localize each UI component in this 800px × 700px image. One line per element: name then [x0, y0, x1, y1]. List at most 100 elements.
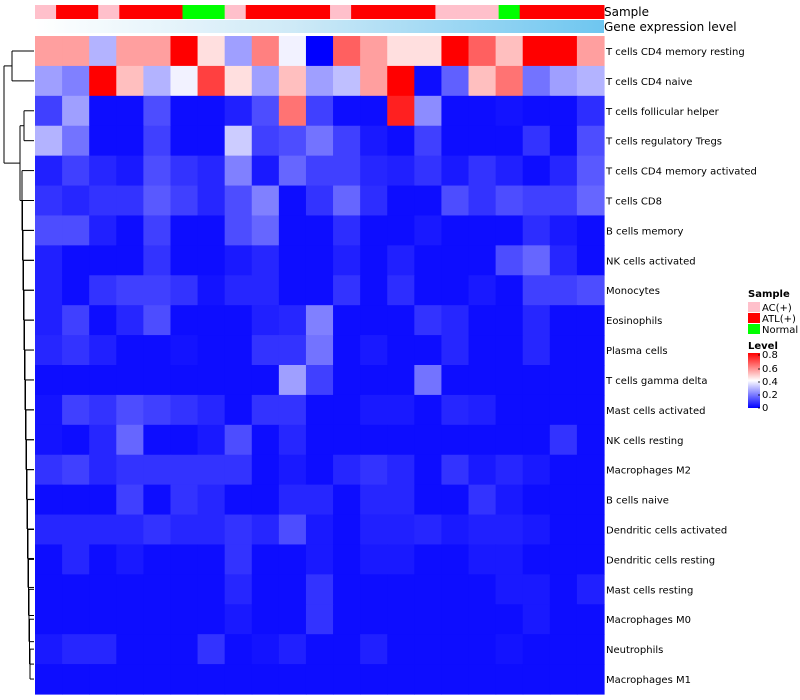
heatmap-cell [89, 185, 117, 217]
heatmap-cell [170, 574, 199, 605]
heatmap-cell [333, 365, 361, 396]
heatmap-cell [224, 185, 253, 217]
row-dendrogram [3, 50, 34, 680]
heatmap-cell [468, 664, 497, 695]
heatmap-cell [62, 245, 90, 276]
level-legend-title: Level [748, 341, 778, 352]
heatmap-cell [35, 604, 63, 635]
heatmap-cell [35, 365, 63, 396]
heatmap-cell [468, 544, 497, 575]
heatmap-cell [116, 365, 144, 396]
heatmap-cell [197, 65, 226, 97]
heatmap-cell [333, 394, 361, 426]
heatmap-cell [495, 365, 524, 396]
heatmap-cell [360, 155, 388, 187]
heatmap-cell [576, 544, 605, 575]
heatmap-cell [495, 305, 524, 336]
heatmap-cell [414, 305, 443, 336]
heatmap-cell [224, 514, 253, 546]
heatmap-cell [224, 245, 253, 276]
heatmap-cell [522, 454, 551, 486]
heatmap-cell [197, 36, 226, 67]
heatmap-cell [62, 424, 90, 456]
heatmap-cell [251, 245, 280, 276]
heatmap-cell [495, 215, 524, 246]
heatmap-cell [549, 394, 578, 426]
heatmap-cell [414, 125, 443, 157]
heatmap-cell [251, 215, 280, 246]
heatmap-cell [278, 335, 307, 366]
heatmap-cell [170, 155, 199, 187]
heatmap-cell [441, 95, 470, 127]
heatmap-cell [468, 215, 497, 246]
heatmap-cell [549, 574, 578, 605]
sample-legend-swatch [748, 313, 760, 323]
heatmap-cell [224, 215, 253, 246]
heatmap-cell [143, 335, 172, 366]
heatmap-cell [333, 185, 361, 217]
sample-annotation-cell [245, 5, 268, 19]
heatmap-cell [278, 574, 307, 605]
heatmap-cell [495, 484, 524, 516]
heatmap-cell [387, 454, 415, 486]
row-label: Neutrophils [606, 645, 663, 656]
sample-annotation-cell [561, 5, 584, 19]
heatmap-cell [278, 634, 307, 665]
heatmap-cell [576, 95, 605, 127]
sample-annotation-cell [435, 5, 457, 19]
sample-annotation-bar [35, 5, 605, 19]
heatmap-cell [468, 95, 497, 127]
heatmap-cell [387, 36, 415, 67]
heatmap-cell [387, 65, 415, 97]
heatmap-cell [387, 95, 415, 127]
heatmap-cell [414, 454, 443, 486]
heatmap-cell [170, 305, 199, 336]
heatmap-cell [522, 604, 551, 635]
heatmap-cell [170, 125, 199, 157]
heatmap-cell [224, 424, 253, 456]
heatmap-cell [35, 36, 63, 67]
heatmap-cell [62, 514, 90, 546]
heatmap-cell [522, 365, 551, 396]
heatmap-cell [495, 335, 524, 366]
heatmap-cell [143, 305, 172, 336]
heatmap-cell [170, 185, 199, 217]
row-label: T cells gamma delta [605, 376, 707, 387]
heatmap-cell [116, 394, 144, 426]
heatmap-cell [360, 634, 388, 665]
heatmap-cell [360, 275, 388, 306]
heatmap-cell [170, 65, 199, 97]
heatmap-cell [360, 604, 388, 635]
heatmap-cell [414, 36, 443, 67]
heatmap-cell [170, 454, 199, 486]
sample-legend: Sample AC(+)ATL(+)Normal [748, 289, 798, 336]
heatmap-cell [522, 65, 551, 97]
heatmap-cell [170, 544, 199, 575]
heatmap-cell [333, 305, 361, 336]
heatmap-cell [35, 484, 63, 516]
heatmap-cell [522, 36, 551, 67]
heatmap-cell [441, 215, 470, 246]
heatmap-cell [387, 305, 415, 336]
heatmap-cell [224, 454, 253, 486]
heatmap-cell [387, 664, 415, 695]
heatmap-cell [224, 36, 253, 67]
heatmap-cell [549, 634, 578, 665]
heatmap-cell [360, 245, 388, 276]
heatmap-cell [224, 664, 253, 695]
level-legend-tick-label: 0.2 [762, 390, 778, 401]
heatmap-cell [387, 365, 415, 396]
heatmap-cell [278, 664, 307, 695]
heatmap-cell [468, 604, 497, 635]
heatmap-cell [387, 544, 415, 575]
sample-annotation-cell [519, 5, 542, 19]
heatmap-cell [333, 36, 361, 67]
heatmap-cell [305, 604, 334, 635]
heatmap-cell [387, 155, 415, 187]
row-label: Macrophages M2 [606, 466, 691, 477]
heatmap-cell [278, 215, 307, 246]
heatmap-cell [495, 65, 524, 97]
heatmap-cell [116, 155, 144, 187]
heatmap-cell [360, 65, 388, 97]
